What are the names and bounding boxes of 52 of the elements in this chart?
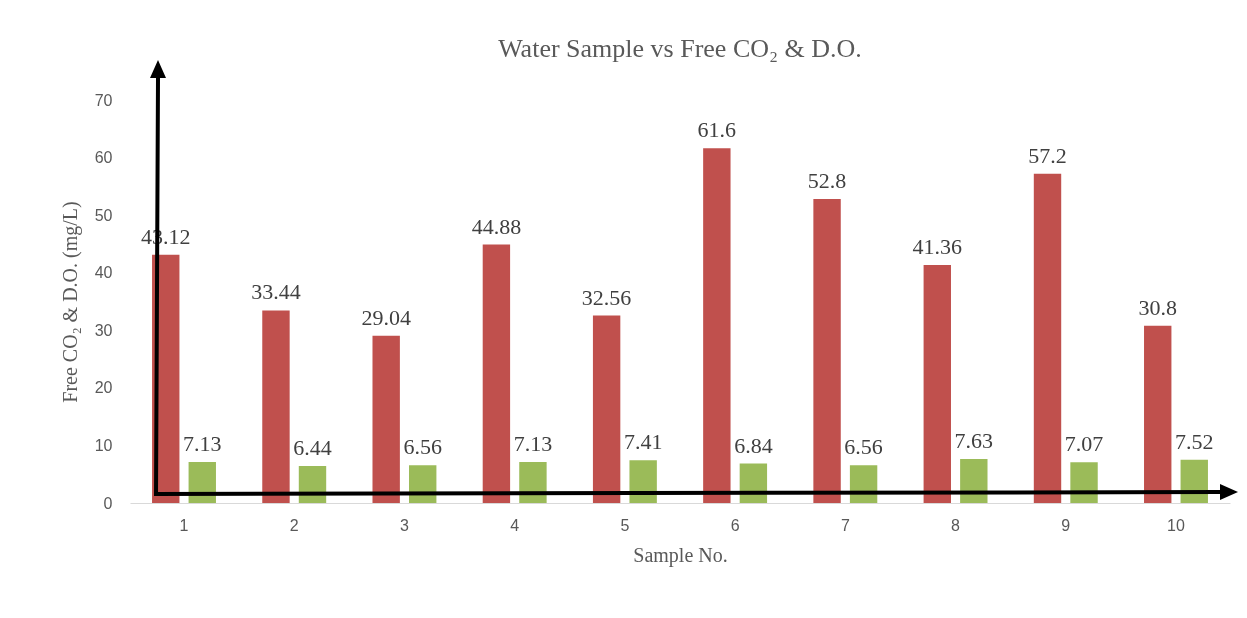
data-label: 7.13 [183, 430, 222, 456]
x-tick-label: 3 [400, 516, 409, 534]
data-label: 6.56 [403, 434, 442, 460]
data-label: 57.2 [1028, 142, 1067, 168]
data-label: 52.8 [807, 168, 847, 194]
bar [629, 460, 657, 503]
bar [592, 315, 621, 503]
y-tick-label: 10 [94, 436, 113, 454]
data-label: 7.63 [954, 428, 994, 454]
y-tick-label: 20 [94, 379, 113, 397]
data-label: 41.36 [912, 233, 963, 259]
bar [482, 244, 511, 503]
bar [262, 310, 290, 503]
data-label: 44.88 [471, 213, 522, 239]
data-label: 6.44 [293, 434, 332, 460]
y-tick-label: 70 [94, 91, 113, 109]
data-label: 7.13 [513, 430, 553, 456]
data-label: 29.04 [361, 304, 411, 330]
bar [923, 264, 951, 503]
bar [1144, 325, 1172, 503]
bar [813, 199, 841, 503]
data-label: 30.8 [1138, 294, 1177, 320]
x-axis-title: Sample No. [633, 543, 728, 567]
y-tick-label: 0 [103, 494, 113, 512]
y-tick-label: 30 [94, 321, 113, 339]
y-tick-label: 60 [94, 149, 113, 167]
data-label: 7.52 [1175, 428, 1214, 454]
y-axis-title: Free CO₂ & D.O. (mg/L) [58, 201, 82, 403]
x-tick-label: 1 [179, 516, 189, 534]
chart-title: Water Sample vs Free CO₂ & D.O. [498, 34, 862, 63]
y-tick-label: 50 [94, 206, 113, 224]
x-tick-label: 2 [289, 516, 299, 534]
data-label: 33.44 [251, 279, 301, 305]
bar [1070, 462, 1098, 503]
bar [703, 148, 731, 503]
bar [960, 459, 988, 503]
data-label: 61.6 [697, 117, 737, 143]
bar [1033, 173, 1062, 503]
data-label: 32.56 [581, 284, 632, 310]
data-label: 7.07 [1064, 431, 1104, 457]
bar [372, 335, 400, 503]
data-label: 7.41 [623, 429, 663, 455]
x-tick-label: 8 [951, 516, 961, 534]
x-tick-label: 10 [1167, 516, 1185, 534]
x-tick-label: 9 [1061, 516, 1071, 534]
x-tick-label: 6 [730, 516, 740, 534]
data-label: 6.56 [844, 434, 883, 460]
x-tick-label: 4 [510, 516, 520, 534]
data-label: 6.84 [734, 432, 773, 458]
x-tick-label: 7 [840, 516, 850, 534]
x-tick-label: 5 [620, 516, 630, 534]
y-tick-label: 40 [94, 264, 113, 282]
